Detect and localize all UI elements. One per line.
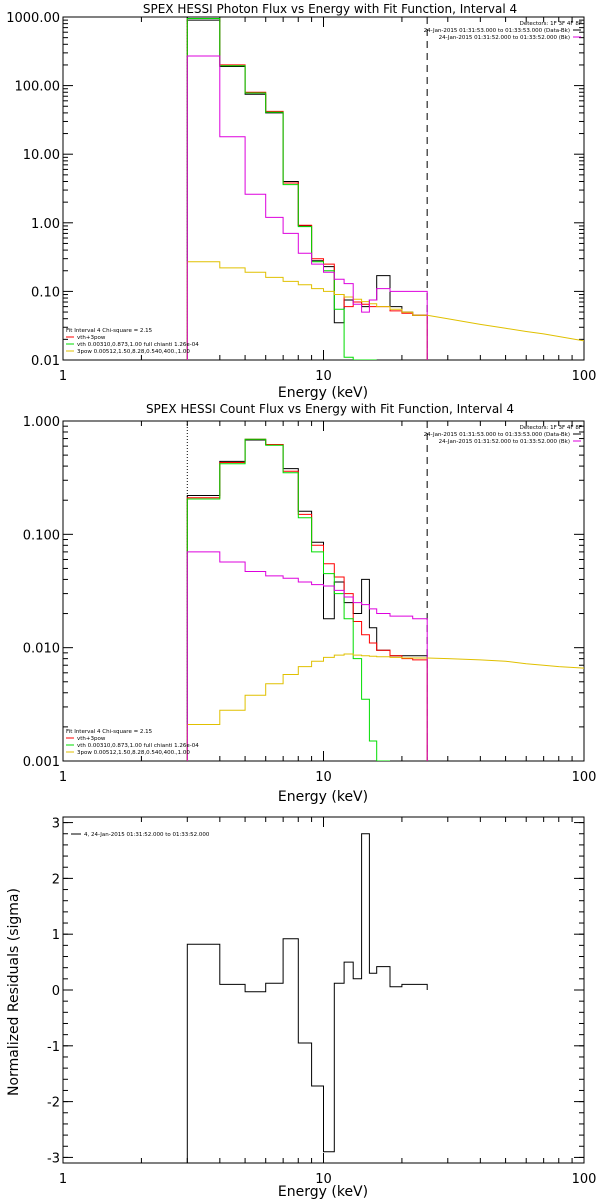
photon-flux-legend-fit-text: vth+3pow — [77, 335, 106, 341]
residuals-x-tick-label: 100 — [572, 1172, 597, 1187]
photon-flux-legend-fit-header: Fit Interval 4 Chi-square = 2.15 — [66, 328, 153, 334]
photon-flux-legend-fit-text: 3pow 0.00512,1.50,8.28,0.540,400.,1.00 — [77, 349, 190, 355]
photon-flux-x-tick-label: 1 — [59, 369, 67, 384]
photon-flux-y-tick-label: 100.00 — [15, 80, 61, 95]
count-flux-y-tick-label: 0.100 — [23, 528, 60, 543]
count-flux-panel: SPEX HESSI Count Flux vs Energy with Fit… — [23, 402, 597, 805]
residuals-y-tick-label: -3 — [47, 1151, 60, 1166]
photon-flux-series-data — [186, 19, 428, 360]
count-flux-series-bk — [186, 551, 428, 761]
count-flux-legend-detectors: Detectors: 1F 3F 4F 8F — [520, 425, 582, 431]
count-flux-series-3pow — [186, 653, 428, 761]
photon-flux-legend-entry-text: 24-Jan-2015 01:31:52.000 to 01:33:52.000… — [439, 35, 570, 41]
photon-flux-y-tick-label: 1.00 — [31, 217, 60, 232]
photon-flux-y-tick-label: 0.01 — [31, 354, 60, 369]
photon-flux-power-law-extension — [427, 314, 584, 342]
residuals-y-tick-label: 2 — [52, 872, 60, 887]
residuals-panel: Energy (keV) Normalized Residuals (sigma… — [6, 816, 597, 1200]
residuals-x-tick-label: 10 — [315, 1172, 332, 1187]
photon-flux-series-vth — [186, 18, 377, 360]
count-flux-x-tick-label: 100 — [572, 770, 597, 785]
photon-flux-legend-entry-text: 24-Jan-2015 01:31:53.000 to 01:33:53.000… — [424, 28, 570, 34]
residuals-y-tick-label: 0 — [52, 984, 60, 999]
count-flux-power-law-extension — [427, 657, 584, 669]
count-flux-legend-fit-text: 3pow 0.00512,1.50,8.28,0.540,400.,1.00 — [77, 750, 190, 756]
photon-flux-title: SPEX HESSI Photon Flux vs Energy with Fi… — [143, 2, 517, 16]
photon-flux-series-bk — [186, 55, 428, 360]
count-flux-xlabel: Energy (keV) — [278, 789, 368, 805]
count-flux-legend-fit-text: vth+3pow — [77, 736, 106, 742]
residuals-y-tick-label: -1 — [47, 1040, 60, 1055]
count-flux-y-tick-label: 0.001 — [23, 755, 60, 770]
photon-flux-y-tick-label: 10.00 — [23, 148, 60, 163]
residuals-xlabel: Energy (keV) — [278, 1184, 368, 1200]
count-flux-series-vth — [186, 438, 390, 761]
count-flux-title: SPEX HESSI Count Flux vs Energy with Fit… — [146, 402, 514, 416]
photon-flux-y-tick-label: 1000.00 — [6, 11, 60, 26]
residuals-y-tick-label: -2 — [47, 1096, 60, 1111]
count-flux-x-tick-label: 10 — [315, 770, 332, 785]
count-flux-legend-fit-header: Fit Interval 4 Chi-square = 2.15 — [66, 729, 153, 735]
photon-flux-series-3pow — [186, 261, 428, 360]
count-flux-legend-entry-text: 24-Jan-2015 01:31:53.000 to 01:33:53.000… — [424, 432, 570, 438]
count-flux-legend-entry-text: 24-Jan-2015 01:31:52.000 to 01:33:52.000… — [439, 439, 570, 445]
residuals-y-tick-label: 1 — [52, 928, 60, 943]
residuals-series-residuals — [186, 833, 428, 1163]
photon-flux-legend-detectors: Detectors: 1F 3F 4F 8F — [520, 21, 582, 27]
residuals-ylabel: Normalized Residuals (sigma) — [6, 888, 22, 1096]
photon-flux-y-tick-label: 0.10 — [31, 285, 60, 300]
residuals-legend-residual-text: 4, 24-Jan-2015 01:31:52.000 to 01:33:52.… — [84, 832, 210, 838]
count-flux-y-tick-label: 0.010 — [23, 642, 60, 657]
photon-flux-x-tick-label: 10 — [315, 369, 332, 384]
count-flux-legend-fit-text: vth 0.00310,0.873,1.00 full chianti 1.26… — [77, 743, 199, 749]
photon-flux-xlabel: Energy (keV) — [278, 385, 368, 401]
residuals-x-tick-label: 1 — [59, 1172, 67, 1187]
photon-flux-legend-fit-text: vth 0.00310,0.873,1.00 full chianti 1.26… — [77, 342, 199, 348]
photon-flux-panel: SPEX HESSI Photon Flux vs Energy with Fi… — [6, 2, 596, 401]
count-flux-y-tick-label: 1.000 — [23, 415, 60, 430]
residuals-y-tick-label: 3 — [52, 817, 60, 832]
photon-flux-x-tick-label: 100 — [572, 369, 597, 384]
count-flux-x-tick-label: 1 — [59, 770, 67, 785]
